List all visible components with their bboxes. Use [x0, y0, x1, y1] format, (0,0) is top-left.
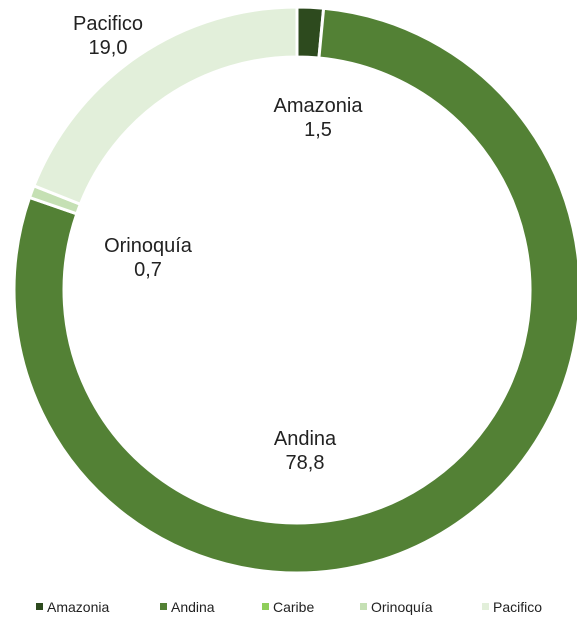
- slice-labels: Amazonia 1,5 Andina 78,8 Orinoquía 0,7 Pacific…: [73, 13, 363, 474]
- legend-swatch-amazonia: [36, 603, 43, 610]
- legend-swatch-orinoquia: [360, 603, 367, 610]
- legend-item-andina: Andina: [160, 599, 215, 615]
- legend: Amazonia Andina Caribe Orinoquía Pacifico: [36, 599, 542, 615]
- legend-label-caribe: Caribe: [273, 599, 314, 615]
- legend-swatch-pacifico: [482, 603, 489, 610]
- slice-label-orinoquia: Orinoquía 0,7: [104, 235, 193, 281]
- legend-swatch-caribe: [262, 603, 269, 610]
- legend-label-pacifico: Pacifico: [493, 599, 542, 615]
- slice-label-pacifico: Pacifico 19,0: [73, 13, 143, 59]
- slice-label-amazonia: Amazonia 1,5: [274, 95, 364, 141]
- legend-item-caribe: Caribe: [262, 599, 314, 615]
- legend-item-pacifico: Pacifico: [482, 599, 542, 615]
- legend-label-amazonia: Amazonia: [47, 599, 109, 615]
- donut-slices: [12, 5, 577, 575]
- legend-label-orinoquia: Orinoquía: [371, 599, 433, 615]
- slice-pacifico: [31, 5, 299, 207]
- slice-andina: [12, 6, 577, 575]
- legend-item-amazonia: Amazonia: [36, 599, 109, 615]
- slice-label-andina: Andina 78,8: [274, 428, 337, 474]
- legend-item-orinoquia: Orinoquía: [360, 599, 433, 615]
- legend-swatch-andina: [160, 603, 167, 610]
- legend-label-andina: Andina: [171, 599, 215, 615]
